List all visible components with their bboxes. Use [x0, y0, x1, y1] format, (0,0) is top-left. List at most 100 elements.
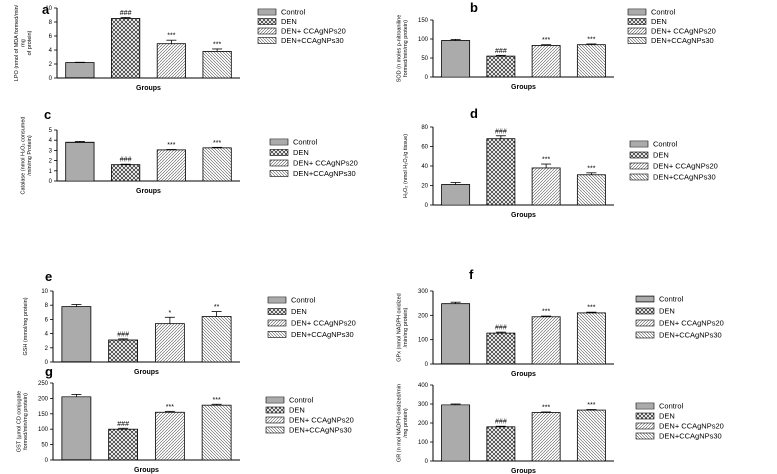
panel-a: a 0 2 4 6 8 10 ### *** *** Groups LPO (nmol of MDA …: [14, 2, 346, 92]
legend-label: DEN+CCAgNPs30: [659, 331, 722, 340]
y-axis-label: /mg protein): [403, 408, 409, 438]
legend-swatch: [627, 8, 647, 16]
legend-swatch: [635, 402, 655, 410]
panel-letter: d: [470, 106, 478, 121]
legend-label: DEN+CCAgNPs30: [293, 169, 356, 178]
legend-swatch: [265, 396, 285, 404]
panel-letter: a: [42, 2, 50, 17]
bar: [576, 174, 606, 206]
y-tick-label: 100: [418, 338, 429, 344]
y-tick-label: 0: [49, 76, 53, 82]
y-tick-label: 4: [45, 332, 49, 338]
significance-label: ###: [495, 419, 507, 426]
panel-letter: f: [469, 267, 474, 282]
y-tick-label: 4: [49, 48, 53, 54]
significance-label: ***: [542, 404, 550, 411]
x-axis-label: Groups: [511, 371, 536, 378]
legend-label: Control: [651, 8, 676, 17]
significance-label: ***: [167, 33, 175, 40]
y-axis-label: formed/min/mg protein): [403, 20, 409, 77]
y-axis-label: of protein): [27, 30, 33, 55]
bar: [531, 412, 561, 462]
y-tick-label: 300: [418, 289, 429, 295]
bar: [111, 18, 141, 79]
legend-label: Control: [653, 140, 678, 149]
y-tick-label: 100: [418, 440, 429, 446]
y-axis-label: GPx (nmol NADPH oxidized: [397, 293, 403, 361]
y-tick-label: 50: [421, 56, 428, 62]
bar: [201, 316, 232, 363]
legend-swatch: [269, 170, 289, 177]
y-tick-label: 10: [45, 6, 52, 12]
legend-swatch: [265, 406, 285, 414]
legend-label: DEN+CCAgNPs30: [281, 36, 344, 45]
significance-label: ###: [120, 157, 132, 164]
bar: [531, 167, 561, 206]
legend-swatch: [635, 319, 655, 327]
bar: [576, 409, 606, 462]
bar: [441, 184, 471, 206]
legend-label: Control: [291, 296, 316, 305]
bar: [65, 62, 95, 79]
y-tick-label: 2: [49, 62, 53, 68]
legend-label: Control: [289, 396, 314, 405]
legend-swatch: [267, 331, 287, 338]
legend-label: DEN: [659, 412, 675, 421]
legend-label: DEN: [651, 17, 667, 26]
y-tick-label: 300: [418, 402, 429, 408]
legend-label: DEN+ CCAgNPs20: [291, 319, 356, 328]
legend-swatch: [265, 416, 285, 424]
y-tick-label: 6: [45, 317, 49, 323]
bar: [486, 332, 516, 365]
y-tick-label: 0: [49, 179, 53, 185]
legend-label: DEN+ CCAgNPs20: [653, 162, 718, 171]
y-tick-label: 150: [418, 18, 429, 24]
legend-swatch: [257, 18, 277, 25]
legend-swatch: [635, 432, 655, 440]
legend-label: DEN+ CCAgNPs20: [651, 27, 716, 36]
legend-label: DEN: [289, 406, 305, 415]
legend-label: DEN+CCAgNPs30: [291, 330, 354, 339]
panel-letter: b: [470, 0, 478, 15]
legend-label: DEN+ CCAgNPs20: [659, 319, 724, 328]
y-axis-label: H₂O₂ (nmol H₂O₂/g tissue): [403, 134, 409, 198]
bar: [108, 428, 139, 461]
significance-label: ***: [166, 404, 174, 411]
x-axis-label: Groups: [511, 84, 536, 91]
legend-swatch: [269, 149, 289, 156]
bar: [202, 51, 232, 79]
significance-label: ***: [587, 402, 595, 409]
legend-swatch: [629, 140, 649, 148]
y-tick-label: 8: [49, 20, 53, 26]
legend-label: Control: [281, 8, 306, 17]
legend-label: DEN+CCAgNPs30: [651, 36, 714, 45]
significance-label: ###: [495, 48, 507, 55]
y-tick-label: 150: [38, 412, 49, 418]
significance-label: ***: [167, 142, 175, 149]
legend-label: Control: [293, 138, 318, 147]
legend-swatch: [635, 422, 655, 430]
panel-letter: g: [45, 364, 53, 379]
legend-label: DEN+CCAgNPs30: [659, 432, 722, 441]
y-tick-label: 0: [45, 360, 49, 366]
panel-g: g 0 50 100 150 200 250 ### *** *** Groups GST (µmol…: [17, 364, 354, 474]
legend-swatch: [635, 412, 655, 420]
legend-swatch: [265, 426, 285, 434]
y-axis-label: GSH (mmol/mg protein): [23, 297, 29, 355]
y-tick-label: 400: [418, 383, 429, 389]
significance-label: ###: [117, 421, 129, 428]
legend-swatch: [269, 159, 289, 167]
y-tick-label: 6: [49, 34, 53, 40]
y-axis-label: /min/mg protein): [403, 307, 409, 347]
y-tick-label: 100: [418, 37, 429, 43]
bar: [156, 43, 186, 79]
y-tick-label: 60: [421, 145, 428, 151]
legend-swatch: [627, 18, 647, 25]
y-axis-label: Catalase (nmol H₂O₂ consumed: [21, 117, 27, 195]
legend-label: DEN+ CCAgNPs20: [281, 27, 346, 36]
legend-label: Control: [659, 295, 684, 304]
y-tick-label: 0: [45, 458, 49, 464]
significance-label: ###: [120, 10, 132, 17]
bar: [441, 40, 471, 78]
